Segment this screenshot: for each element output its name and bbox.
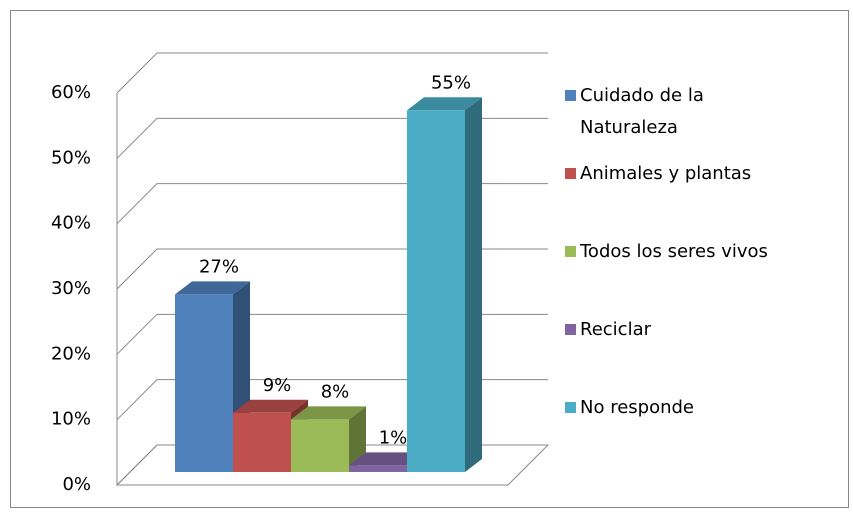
y-tick-label: 20%	[51, 343, 91, 364]
legend-label: No responde	[580, 397, 695, 418]
value-label: 1%	[379, 427, 408, 448]
y-tick-label: 50%	[51, 147, 91, 168]
y-tick-label: 10%	[51, 409, 91, 430]
y-tick-label: 0%	[62, 474, 91, 495]
legend-label: Todos los seres vivos	[580, 241, 768, 262]
legend-item: Reciclar	[565, 314, 825, 346]
legend-swatch	[565, 246, 576, 257]
value-label: 27%	[199, 256, 239, 277]
legend-swatch	[565, 324, 576, 335]
bar-top	[175, 281, 250, 295]
legend-label: Animales y plantas	[580, 163, 752, 184]
bar-top	[291, 406, 366, 420]
bar	[349, 465, 407, 472]
bar	[291, 419, 349, 472]
value-label: 9%	[263, 375, 292, 396]
legend-swatch	[565, 168, 576, 179]
legend-item: Animales y plantas	[565, 158, 825, 190]
grid-line	[116, 52, 548, 94]
legend-swatch	[565, 90, 576, 101]
y-tick-label: 30%	[51, 278, 91, 299]
bar	[175, 294, 233, 472]
bar	[407, 110, 465, 472]
bar-top	[407, 97, 482, 111]
value-label: 8%	[321, 381, 350, 402]
legend-item: Cuidado de la Naturaleza	[565, 80, 825, 144]
bar-top	[349, 452, 424, 466]
legend-item: Todos los seres vivos	[565, 236, 825, 268]
legend-swatch	[565, 402, 576, 413]
bar	[233, 412, 291, 472]
legend-item: No responde	[565, 392, 825, 424]
bar-side	[349, 406, 366, 472]
legend-label: Reciclar	[580, 319, 651, 340]
bar-side	[465, 97, 482, 472]
y-tick-label: 60%	[51, 82, 91, 103]
value-label: 55%	[431, 72, 471, 93]
y-tick-label: 40%	[51, 213, 91, 234]
legend-label: Cuidado de la Naturaleza	[580, 85, 704, 138]
bar-top	[233, 399, 308, 413]
